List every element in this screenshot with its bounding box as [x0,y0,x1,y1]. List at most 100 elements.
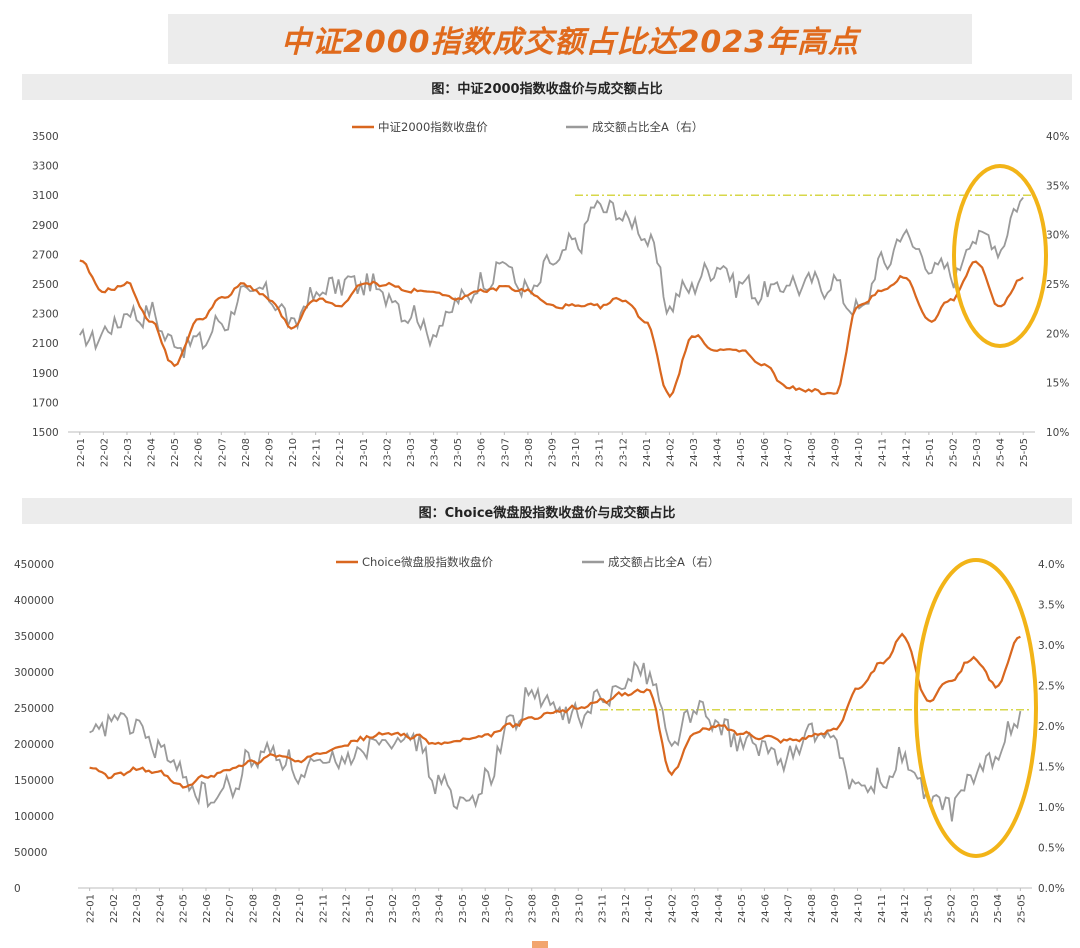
x-tick-label: 22-05 [179,894,190,923]
y-right-tick-label: 25% [1046,279,1069,291]
x-tick-label: 24-01 [642,438,653,467]
x-tick-label: 23-04 [430,438,441,467]
y-left-tick-label: 3300 [32,161,59,173]
x-tick-label: 22-02 [109,894,120,923]
x-tick-label: 22-01 [86,894,97,923]
x-tick-label: 24-01 [644,894,655,923]
x-tick-label: 22-11 [312,438,323,467]
x-tick-label: 23-05 [453,438,464,467]
x-tick-label: 22-07 [225,894,236,923]
x-tick-label: 24-02 [665,438,676,467]
x-tick-label: 25-02 [947,894,958,923]
y-left-tick-label: 250000 [14,703,54,715]
x-tick-label: 24-09 [831,438,842,467]
highlight-circle [914,558,1038,858]
y-right-tick-label: 35% [1046,180,1069,192]
x-tick-label: 24-12 [901,438,912,467]
x-tick-label: 25-03 [972,438,983,467]
legend-label-gray: 成交额占比全A（右） [608,555,719,569]
highlight-circle [952,164,1048,348]
x-tick-label: 23-10 [571,438,582,467]
y-left-tick-label: 450000 [14,559,54,571]
y-right-tick-label: 0.5% [1038,843,1065,855]
x-tick-label: 24-12 [900,894,911,923]
x-tick-label: 23-04 [435,894,446,923]
y-right-tick-label: 3.5% [1038,600,1065,612]
x-tick-label: 23-12 [621,894,632,923]
x-tick-label: 22-10 [288,438,299,467]
x-tick-label: 22-04 [155,894,166,923]
x-tick-label: 22-07 [217,438,228,467]
x-tick-label: 25-02 [948,438,959,467]
x-tick-label: 22-08 [249,894,260,923]
x-tick-label: 23-03 [406,438,417,467]
x-tick-label: 24-08 [807,438,818,467]
y-right-tick-label: 40% [1046,131,1069,143]
x-tick-label: 22-11 [318,894,329,923]
x-tick-label: 23-06 [481,894,492,923]
x-tick-label: 22-12 [335,438,346,467]
y-left-tick-label: 2700 [32,249,59,261]
y-right-tick-label: 3.0% [1038,640,1065,652]
legend-label-gray: 成交额占比全A（右） [592,120,703,134]
x-tick-label: 24-05 [736,438,747,467]
x-tick-label: 23-10 [574,894,585,923]
bottom-decoration [532,941,548,948]
y-left-tick-label: 2300 [32,309,59,321]
y-right-tick-label: 20% [1046,328,1069,340]
x-tick-label: 24-11 [877,894,888,923]
x-tick-label: 24-04 [713,438,724,467]
x-tick-label: 23-03 [411,894,422,923]
y-left-tick-label: 350000 [14,631,54,643]
x-tick-label: 23-11 [598,894,609,923]
y-left-tick-label: 1900 [32,368,59,380]
y-left-tick-label: 2100 [32,338,59,350]
x-tick-label: 25-01 [925,438,936,467]
x-tick-label: 24-05 [737,894,748,923]
x-tick-label: 24-07 [783,438,794,467]
x-tick-label: 23-02 [388,894,399,923]
y-right-tick-label: 30% [1046,230,1069,242]
y-right-tick-label: 0.0% [1038,883,1065,895]
x-tick-label: 25-03 [970,894,981,923]
y-right-tick-label: 1.5% [1038,762,1065,774]
x-tick-label: 23-05 [458,894,469,923]
x-tick-label: 22-08 [241,438,252,467]
x-tick-label: 25-01 [923,894,934,923]
y-right-tick-label: 2.5% [1038,681,1065,693]
y-left-tick-label: 150000 [14,775,54,787]
x-tick-label: 23-01 [365,894,376,923]
x-tick-label: 22-03 [132,894,143,923]
x-tick-label: 23-06 [477,438,488,467]
x-tick-label: 22-06 [202,894,213,923]
x-tick-label: 23-02 [382,438,393,467]
page-title-banner: 中证2000指数成交额占比达2023年高点 [168,14,972,64]
y-left-tick-label: 100000 [14,811,54,823]
x-tick-label: 22-05 [170,438,181,467]
x-tick-label: 22-09 [272,894,283,923]
x-tick-label: 22-09 [264,438,275,467]
y-left-tick-label: 2500 [32,279,59,291]
y-left-tick-label: 400000 [14,595,54,607]
x-tick-label: 25-04 [993,894,1004,923]
x-tick-label: 25-04 [996,438,1007,467]
x-tick-label: 22-01 [76,438,87,467]
legend-label-orange: Choice微盘股指数收盘价 [362,555,493,569]
x-tick-label: 24-04 [714,894,725,923]
y-right-tick-label: 2.0% [1038,721,1065,733]
x-tick-label: 24-06 [760,894,771,923]
y-left-tick-label: 50000 [14,847,47,859]
x-tick-label: 23-01 [359,438,370,467]
x-tick-label: 23-09 [551,894,562,923]
legend-label-orange: 中证2000指数收盘价 [378,120,488,134]
x-tick-label: 23-09 [548,438,559,467]
x-tick-label: 24-07 [784,894,795,923]
x-tick-label: 23-11 [595,438,606,467]
x-tick-label: 22-04 [147,438,158,467]
x-tick-label: 22-06 [194,438,205,467]
y-left-tick-label: 1700 [32,397,59,409]
x-tick-label: 25-05 [1019,438,1030,467]
y-left-tick-label: 200000 [14,739,54,751]
x-tick-label: 22-12 [342,894,353,923]
x-tick-label: 22-10 [295,894,306,923]
